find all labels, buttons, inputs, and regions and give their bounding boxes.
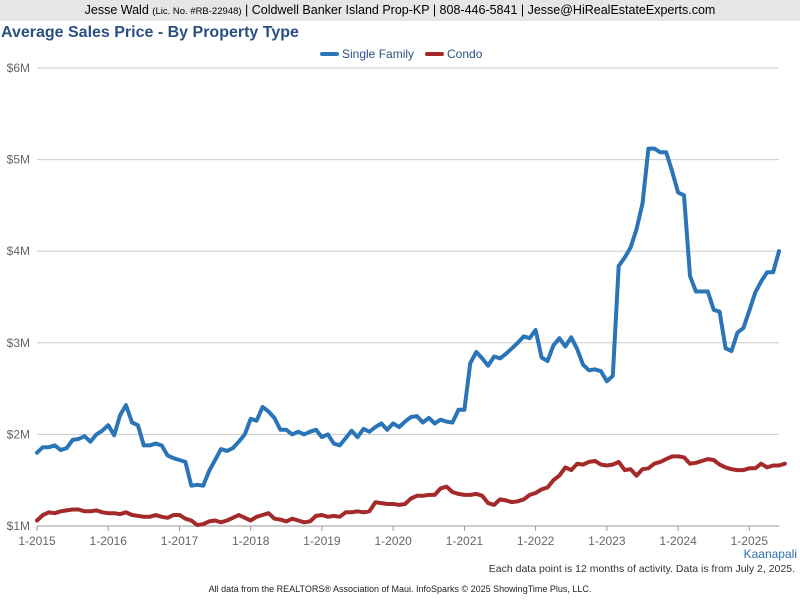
x-tick-label: 1-2015 <box>18 534 56 548</box>
agent-header: Jesse Wald (Lic. No. #RB-22948) | Coldwe… <box>0 0 800 21</box>
y-tick-label: $3M <box>7 336 30 350</box>
legend-label-condo[interactable]: Condo <box>447 47 483 61</box>
legend-label-single-family[interactable]: Single Family <box>342 47 414 61</box>
x-tick-label: 1-2017 <box>161 534 199 548</box>
license-number: (Lic. No. #RB-22948) <box>152 6 242 17</box>
y-tick-label: $2M <box>7 427 30 441</box>
agent-name: Jesse Wald <box>84 3 149 17</box>
chart-title: Average Sales Price - By Property Type <box>1 24 299 41</box>
brokerage-contact: | Coldwell Banker Island Prop-KP | 808-4… <box>245 3 716 17</box>
y-tick-label: $1M <box>7 519 30 533</box>
y-tick-label: $5M <box>7 153 30 167</box>
series-line-single-family <box>35 146 781 488</box>
x-tick-label: 1-2024 <box>659 534 697 548</box>
x-tick-label: 1-2022 <box>517 534 555 548</box>
x-tick-label: 1-2016 <box>90 534 128 548</box>
x-tick-label: 1-2019 <box>303 534 341 548</box>
x-tick-label: 1-2025 <box>731 534 769 548</box>
y-tick-label: $4M <box>7 244 30 258</box>
series-line-condo <box>35 454 787 528</box>
source-attribution: All data from the REALTORS® Association … <box>208 584 592 594</box>
x-tick-label: 1-2020 <box>374 534 412 548</box>
footer-note: Each data point is 12 months of activity… <box>488 563 795 575</box>
x-tick-label: 1-2021 <box>446 534 484 548</box>
line-chart: $1M $2M $3M $4M $5M $6M 1-2015 1-2016 1-2017 1-20… <box>7 47 787 548</box>
y-tick-label: $6M <box>7 61 30 75</box>
x-tick-label: 1-2023 <box>588 534 626 548</box>
region-label[interactable]: Kaanapali <box>743 547 797 561</box>
x-tick-label: 1-2018 <box>232 534 270 548</box>
